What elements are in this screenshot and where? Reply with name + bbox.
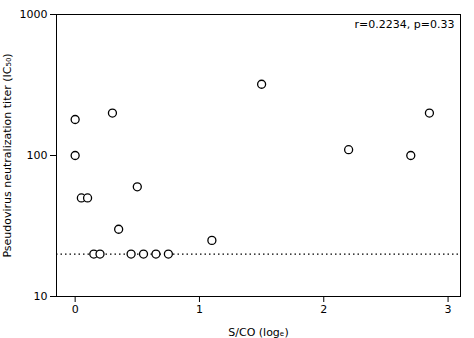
svg-text:S/CO (logₑ): S/CO (logₑ) bbox=[228, 326, 288, 338]
svg-text:10: 10 bbox=[34, 290, 48, 303]
svg-text:100: 100 bbox=[27, 149, 48, 162]
svg-text:r=0.2234, p=0.33: r=0.2234, p=0.33 bbox=[355, 18, 455, 31]
svg-text:1000: 1000 bbox=[20, 8, 48, 21]
svg-text:2: 2 bbox=[320, 303, 327, 316]
svg-text:Pseudovirus neutralization tit: Pseudovirus neutralization titer (IC₅₀) bbox=[1, 53, 14, 257]
svg-text:3: 3 bbox=[445, 303, 452, 316]
svg-text:0: 0 bbox=[72, 303, 79, 316]
svg-text:1: 1 bbox=[196, 303, 203, 316]
